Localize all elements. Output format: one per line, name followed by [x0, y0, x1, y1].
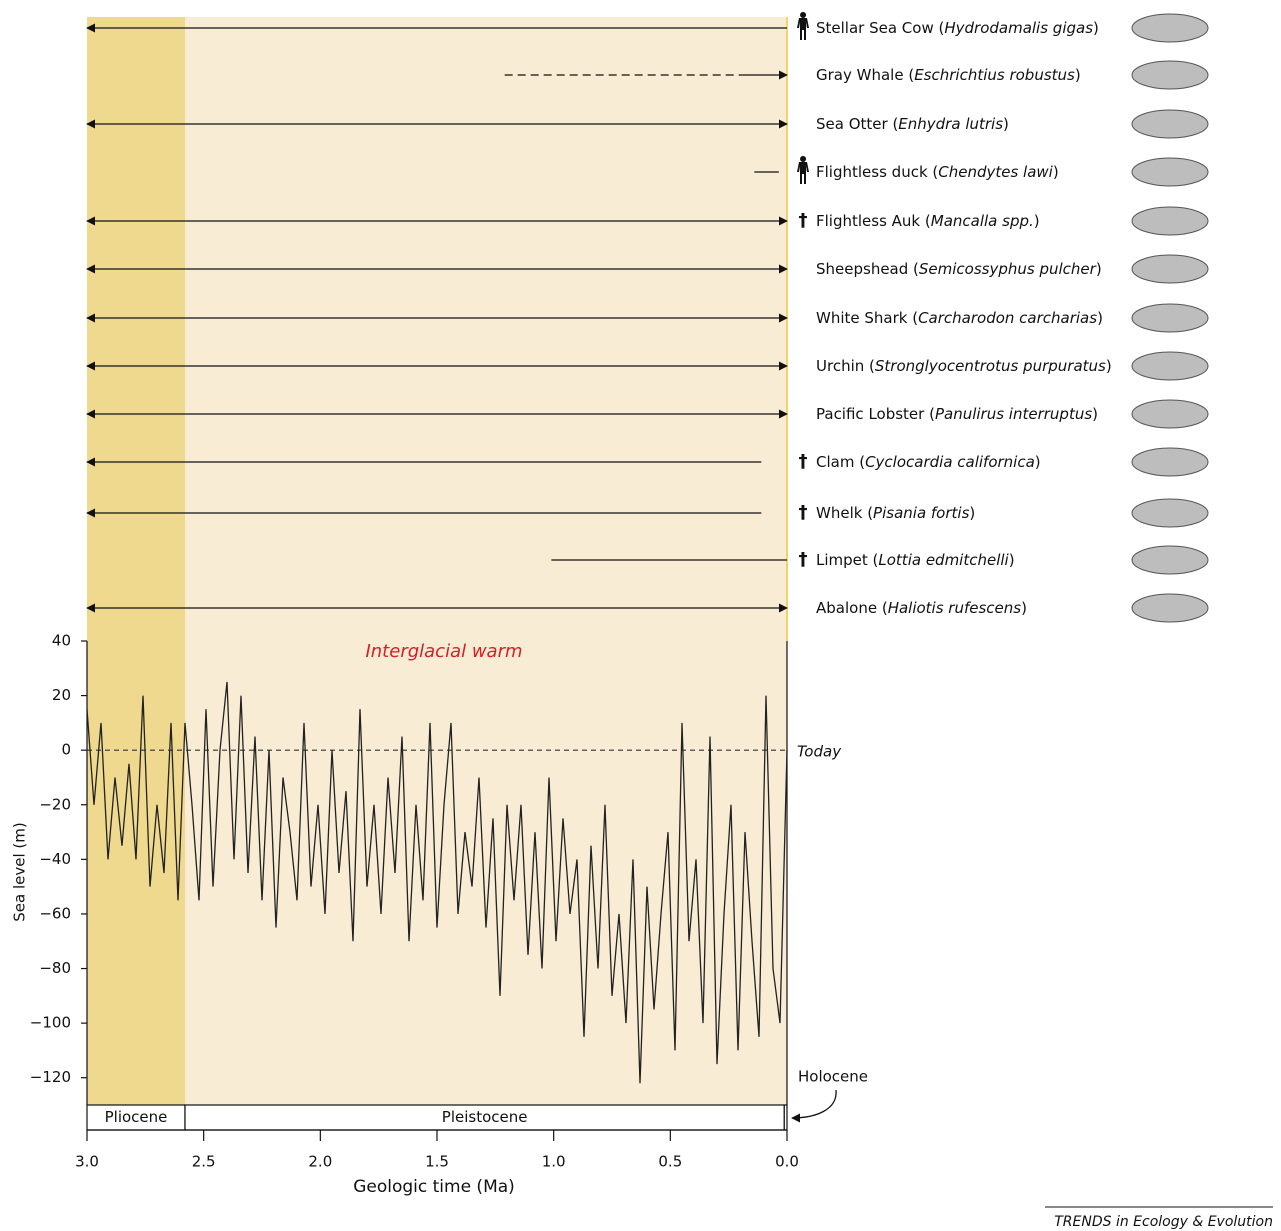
animal-illustration — [1131, 545, 1209, 575]
x-tick-label: 2.5 — [192, 1153, 216, 1171]
x-tick-label: 3.0 — [75, 1153, 99, 1171]
source: TRENDS in Ecology & Evolution — [1054, 1214, 1273, 1230]
species-label: Flightless duck (Chendytes lawi) — [816, 163, 1059, 181]
animal-illustration — [1131, 157, 1209, 187]
animal-illustration — [1131, 399, 1209, 429]
epoch-band — [185, 17, 787, 1105]
x-axis-title: Geologic time (Ma) — [353, 1177, 515, 1197]
animal-illustration — [1131, 206, 1209, 236]
species-label: White Shark (Carcharodon carcharias) — [816, 309, 1103, 327]
animal-illustration — [1131, 498, 1209, 528]
species-label: Abalone (Haliotis rufescens) — [816, 599, 1027, 617]
y-tick-label: −80 — [39, 959, 71, 977]
y-tick-label: 0 — [61, 741, 71, 759]
y-tick-label: −60 — [39, 904, 71, 922]
holocene-box — [783, 1104, 788, 1131]
y-tick-label: −40 — [39, 850, 71, 868]
epoch-label: Pleistocene — [442, 1108, 528, 1126]
epoch-box — [184, 1104, 785, 1131]
epoch-band — [87, 17, 185, 1105]
animal-illustration — [1131, 593, 1209, 623]
y-tick-label: 40 — [52, 632, 71, 650]
extinct-dagger: † — [799, 502, 808, 523]
extinct-dagger: † — [799, 549, 808, 570]
y-tick-label: −20 — [39, 795, 71, 813]
human-icon — [797, 12, 809, 40]
species-label: Limpet (Lottia edmitchelli) — [816, 551, 1015, 569]
x-tick-label: 1.0 — [542, 1153, 566, 1171]
animal-illustration — [1131, 351, 1209, 381]
x-tick-label: 2.0 — [308, 1153, 332, 1171]
epoch-label: Pliocene — [105, 1108, 168, 1126]
extinct-dagger: † — [799, 210, 808, 231]
y-tick-label: 20 — [52, 686, 71, 704]
species-label: Sea Otter (Enhydra lutris) — [816, 115, 1009, 133]
animal-illustration — [1131, 303, 1209, 333]
species-label: Gray Whale (Eschrichtius robustus) — [816, 66, 1081, 84]
species-label: Stellar Sea Cow (Hydrodamalis gigas) — [816, 19, 1099, 37]
x-tick-label: 1.5 — [425, 1153, 449, 1171]
human-icon — [797, 156, 809, 184]
reference-label: Today — [797, 743, 842, 761]
y-tick-label: −100 — [30, 1014, 71, 1032]
animal-illustration — [1131, 109, 1209, 139]
x-tick-label: 0.5 — [658, 1153, 682, 1171]
animal-illustration — [1131, 254, 1209, 284]
y-tick-label: −120 — [30, 1068, 71, 1086]
animal-illustration — [1131, 60, 1209, 90]
animal-illustration — [1131, 13, 1209, 43]
y-axis-title: Sea level (m) — [11, 822, 29, 921]
x-tick-label: 0.0 — [775, 1153, 799, 1171]
species-label: Whelk (Pisania fortis) — [816, 504, 975, 522]
species-label: Clam (Cyclocardia californica) — [816, 453, 1041, 471]
extinct-dagger: † — [799, 451, 808, 472]
species-label: Pacific Lobster (Panulirus interruptus) — [816, 405, 1098, 423]
species-label: Sheepshead (Semicossyphus pulcher) — [816, 260, 1102, 278]
annotation: Interglacial warm — [365, 641, 523, 662]
species-label: Flightless Auk (Mancalla spp.) — [816, 212, 1040, 230]
holocene-arrow — [791, 1089, 837, 1123]
sea-level-line — [86, 681, 788, 1084]
holocene-label: Holocene — [798, 1068, 868, 1086]
species-label: Urchin (Stronglyocentrotus purpuratus) — [816, 357, 1112, 375]
animal-illustration — [1131, 447, 1209, 477]
